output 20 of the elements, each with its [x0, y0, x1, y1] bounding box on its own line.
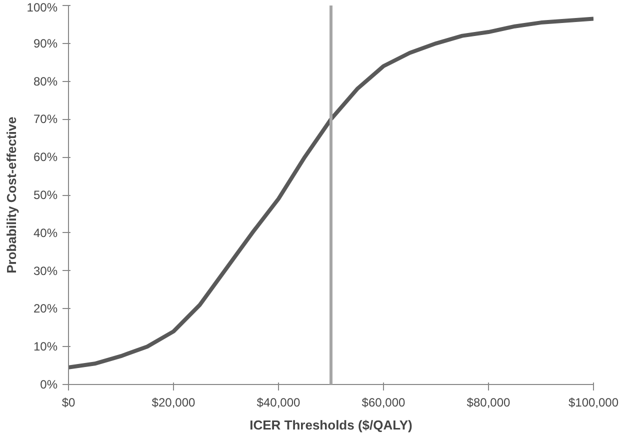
y-tick-label: 90% — [33, 36, 58, 50]
x-tick-label: $80,000 — [466, 396, 511, 410]
y-tick-label: 60% — [33, 150, 58, 164]
y-tick-label: 70% — [33, 112, 58, 126]
x-tick-label: $20,000 — [152, 396, 196, 410]
y-tick-label: 10% — [33, 340, 58, 354]
x-tick-label: $100,000 — [568, 396, 619, 410]
x-tick-label: $60,000 — [362, 396, 406, 410]
line-series — [68, 16, 594, 370]
y-tick-label: 40% — [33, 226, 58, 240]
y-tick-label: 50% — [33, 188, 58, 202]
y-tick-label: 0% — [40, 378, 58, 392]
x-tick-label: $40,000 — [256, 396, 301, 410]
x-tick-label: $0 — [62, 396, 76, 410]
y-axis-title: Probability Cost-effective — [4, 116, 19, 274]
y-tick-label: 20% — [33, 302, 58, 316]
y-tick-label: 100% — [26, 0, 58, 14]
y-tick-label: 80% — [33, 74, 58, 88]
x-axis-title: ICER Thresholds ($/QALY) — [250, 418, 412, 432]
y-tick-label: 30% — [33, 264, 58, 278]
